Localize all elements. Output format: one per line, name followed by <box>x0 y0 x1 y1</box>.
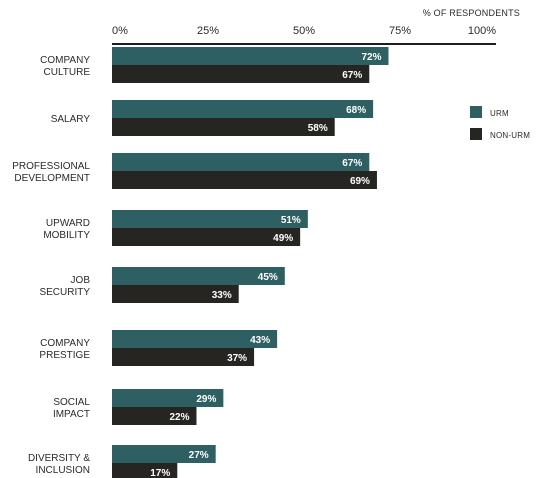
bar-data-label: 33% <box>212 290 232 301</box>
legend-urm-label: URM <box>490 109 509 118</box>
bar-data-label: 37% <box>227 353 247 364</box>
x-tick-label: 25% <box>197 25 219 37</box>
category-label: UPWARD <box>46 218 90 229</box>
category-label: COMPANY <box>40 55 90 66</box>
category-label: DEVELOPMENT <box>14 173 90 184</box>
urm-bar <box>112 330 278 348</box>
non-urm-bar <box>112 118 335 136</box>
category-label: DIVERSITY & <box>28 453 90 464</box>
category-label: COMPANY <box>40 338 90 349</box>
bar-data-label: 58% <box>308 123 328 134</box>
category-label: SALARY <box>51 114 91 125</box>
x-tick-label: 100% <box>468 25 496 37</box>
bar-data-label: 67% <box>342 158 362 169</box>
urm-bar <box>112 47 389 65</box>
bar-data-label: 49% <box>273 233 293 244</box>
non-urm-bar <box>112 348 255 366</box>
axis-title: % OF RESPONDENTS <box>423 8 520 18</box>
bar-data-label: 29% <box>196 394 216 405</box>
category-label: SECURITY <box>39 287 90 298</box>
bar-data-label: 43% <box>250 335 270 346</box>
category-label: PROFESSIONAL <box>12 161 90 172</box>
category-label: IMPACT <box>53 409 90 420</box>
bar-data-label: 27% <box>189 450 209 461</box>
x-tick-label: 0% <box>112 25 128 37</box>
bar-data-label: 68% <box>346 105 366 116</box>
non-urm-bar <box>112 228 301 246</box>
non-urm-bar <box>112 285 239 303</box>
category-label: SOCIAL <box>53 397 90 408</box>
non-urm-bar <box>112 65 370 83</box>
urm-bar <box>112 267 285 285</box>
legend-urm-swatch <box>470 106 482 118</box>
bar-data-label: 67% <box>342 70 362 81</box>
urm-bar <box>112 100 374 118</box>
bar-data-label: 45% <box>258 272 278 283</box>
non-urm-bar <box>112 407 197 425</box>
legend-non-urm-label: NON-URM <box>490 131 530 140</box>
legend-non-urm-swatch <box>470 128 482 140</box>
bar-data-label: 17% <box>150 468 170 478</box>
category-label: JOB <box>71 275 91 286</box>
bar-data-label: 72% <box>361 52 381 63</box>
non-urm-bar <box>112 171 377 189</box>
bar-data-label: 69% <box>350 176 370 187</box>
urm-bar <box>112 389 224 407</box>
x-tick-label: 75% <box>389 25 411 37</box>
urm-bar <box>112 445 216 463</box>
category-label: PRESTIGE <box>39 350 90 361</box>
urm-bar <box>112 153 370 171</box>
bar-data-label: 51% <box>281 215 301 226</box>
urm-bar <box>112 210 308 228</box>
category-label: MOBILITY <box>43 230 90 241</box>
bar-data-label: 22% <box>169 412 189 423</box>
x-tick-label: 50% <box>293 25 315 37</box>
category-label: CULTURE <box>44 67 91 78</box>
non-urm-bar <box>112 463 178 478</box>
category-label: INCLUSION <box>36 465 90 476</box>
